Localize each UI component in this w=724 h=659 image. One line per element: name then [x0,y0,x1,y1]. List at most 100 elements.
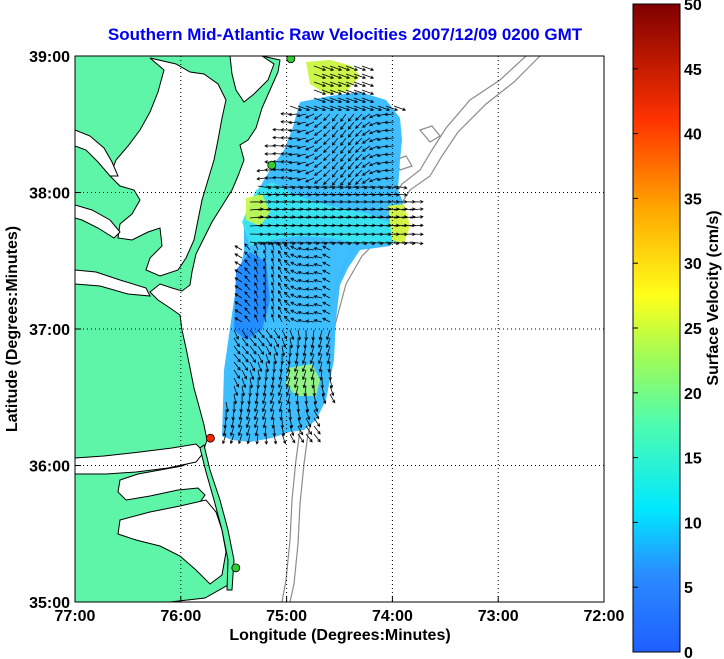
y-axis: 39:00 38:00 37:00 36:00 35:00 [29,49,81,612]
velocity-arrow [264,152,275,156]
velocity-arrow [265,223,280,228]
james-river [75,269,151,297]
velocity-arrow [288,120,299,125]
velocity-arrow [347,121,355,130]
y-tick-label: 36:00 [29,459,70,476]
velocity-arrow [265,337,272,347]
velocity-arrow [262,249,267,259]
velocity-arrow [354,161,363,169]
velocity-arrow [393,185,408,190]
velocity-arrow [329,65,343,71]
velocity-arrow [369,177,379,183]
velocity-arrow [354,129,363,137]
velocity-arrow [353,105,367,111]
velocity-arrow [234,277,243,283]
velocity-arrow [354,121,363,129]
colorbar [632,3,681,653]
velocity-arrow [241,361,248,371]
x-tick-label: 73:00 [478,608,519,625]
velocity-arrow [249,361,255,372]
velocity-arrow [393,223,408,228]
velocity-arrow [361,121,371,128]
velocity-arrow [326,329,331,341]
velocity-arrow [288,144,299,149]
colorbar-label: Surface Velocity (cm/s) [705,210,722,385]
velocity-arrow [290,245,299,251]
velocity-arrow [294,361,299,373]
velocity-arrow [337,65,351,71]
velocity-arrow [331,145,339,154]
velocity-arrow [321,81,335,87]
velocity-arrow [246,433,251,445]
x-tick-label: 75:00 [266,608,307,625]
velocity-arrow [313,89,327,95]
velocity-arrow [257,329,265,339]
velocity-arrow [318,353,323,365]
velocity-arrow [290,317,299,323]
velocity-arrow [280,160,291,164]
velocity-arrow [305,105,319,111]
velocity-arrow [322,285,331,291]
velocity-strong-cells [242,182,404,246]
station-markers [206,56,296,573]
velocity-arrow [233,377,239,388]
station-duck [206,433,215,443]
velocity-arrow [313,279,323,283]
y-tick-label: 37:00 [29,322,70,339]
velocity-arrow [305,247,315,252]
velocity-arrow [369,105,383,111]
velocity-arrow [310,337,315,349]
velocity-arrow [297,318,307,323]
velocity-arrow [337,81,351,87]
velocity-arrow [322,301,331,307]
velocity-arrow [270,305,275,315]
velocity-arrow [281,433,287,445]
velocity-arrow [289,337,294,349]
velocity-arrow [345,105,359,111]
velocity-arrow [314,137,323,144]
velocity-arrow [278,298,283,307]
velocity-arrow [262,393,267,405]
velocity-arrow [321,65,335,71]
y-axis-label: Latitude (Degrees:Minutes) [4,226,21,432]
velocity-arrow [361,177,371,184]
velocity-arrow [244,275,251,283]
velocity-arrow [297,302,307,307]
velocity-arrow [340,129,347,138]
velocity-arrow [297,223,312,228]
velocity-arrow [280,136,291,140]
chesapeake-bay [109,57,227,277]
velocity-arrow [257,353,263,364]
velocity-arrow [289,433,296,444]
velocity-arrow [302,369,307,381]
velocity-arrow [289,417,294,429]
x-tick-label: 76:00 [160,608,201,625]
colorbar-tick-label: 10 [684,515,702,532]
velocity-arrow [253,409,259,421]
velocity-arrow [376,145,387,150]
velocity-arrow [323,145,331,153]
velocity-arrow [238,417,243,429]
velocity-arrow [329,89,343,95]
velocity-arrow [318,361,323,373]
velocity-arrow [361,97,375,103]
velocity-arrow [262,241,267,251]
velocity-arrow [409,200,424,204]
velocity-arrow [409,223,424,228]
velocity-arrow [313,425,321,435]
velocity-arrow [234,269,243,275]
velocity-arrow [290,261,299,267]
velocity-arrow [264,144,275,148]
velocity-arrow [340,145,347,154]
velocity-arrow [321,393,327,405]
velocity-arrow [331,153,339,162]
velocity-arrow [305,223,320,228]
velocity-arrow [294,385,299,397]
velocity-arrow [297,433,305,443]
velocity-arrow [376,129,387,134]
velocity-arrow [369,137,379,143]
velocity-arrow [321,385,326,397]
velocity-arrow [361,105,375,111]
velocity-arrow [297,294,307,299]
velocity-arrow [262,417,267,429]
